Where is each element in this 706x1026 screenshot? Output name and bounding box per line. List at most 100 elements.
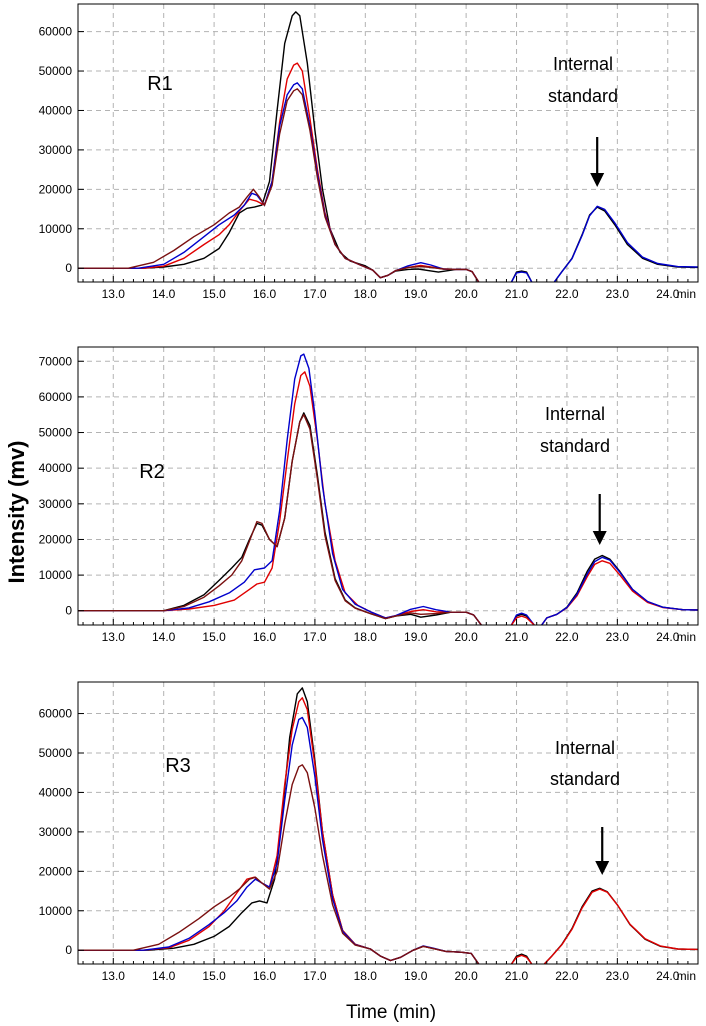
series-group xyxy=(78,11,698,282)
y-tick-label: 20000 xyxy=(39,182,73,196)
annotation-line2: standard xyxy=(540,436,610,456)
annotation-arrow-head xyxy=(590,173,605,187)
series-line-darkred xyxy=(78,414,482,625)
y-tick-label: 60000 xyxy=(39,25,73,39)
series-group xyxy=(78,687,698,964)
y-tick-label: 40000 xyxy=(39,103,73,117)
annotation-arrow-head xyxy=(595,861,610,875)
x-tick-label: 17.0 xyxy=(303,969,327,983)
x-tick-label: 13.0 xyxy=(102,287,126,301)
y-tick-label: 10000 xyxy=(39,568,73,582)
series-line-red-c xyxy=(543,888,698,964)
x-tick-label: 13.0 xyxy=(102,969,126,983)
x-tick-label: 19.0 xyxy=(404,969,428,983)
x-axis-label: Time (min) xyxy=(346,1002,436,1023)
y-axis-label: Intensity (mv) xyxy=(4,440,29,583)
annotation-line1: Internal xyxy=(545,404,605,424)
annotation-line2: standard xyxy=(550,769,620,789)
x-tick-label: 21.0 xyxy=(505,287,529,301)
y-tick-label: 70000 xyxy=(39,354,73,368)
x-tick-label: 21.0 xyxy=(505,630,529,644)
series-line-darkred xyxy=(78,88,480,282)
annotation-line2: standard xyxy=(548,86,618,106)
x-tick-label: 20.0 xyxy=(454,630,478,644)
x-tick-label: 13.0 xyxy=(102,630,126,644)
x-tick-label: 23.0 xyxy=(606,287,630,301)
x-tick-label: 18.0 xyxy=(354,287,378,301)
x-tick-label: 19.0 xyxy=(404,287,428,301)
y-tick-label: 40000 xyxy=(39,785,73,799)
y-tick-label: 60000 xyxy=(39,390,73,404)
y-tick-label: 20000 xyxy=(39,532,73,546)
y-tick-label: 30000 xyxy=(39,497,73,511)
y-tick-label: 50000 xyxy=(39,426,73,440)
y-tick-label: 30000 xyxy=(39,143,73,157)
x-tick-label: 16.0 xyxy=(253,630,277,644)
series-line-black-c xyxy=(541,554,698,625)
plot-frame xyxy=(77,681,699,965)
x-tick-label: 20.0 xyxy=(454,969,478,983)
x-tick-label: 14.0 xyxy=(152,287,176,301)
y-tick-label: 50000 xyxy=(39,746,73,760)
panel-label: R3 xyxy=(165,755,191,777)
series-line-black xyxy=(78,412,482,625)
x-tick-label: 23.0 xyxy=(606,969,630,983)
chart-r1: 13.0 14.0 15.0 16.0 17.0 18.0 19.0 20.0 21.0 22.0… xyxy=(39,3,699,301)
series-line-red xyxy=(78,62,480,282)
y-tick-label: 30000 xyxy=(39,825,73,839)
panel-label: R2 xyxy=(139,461,165,483)
x-tick-label: 14.0 xyxy=(152,969,176,983)
y-tick-label: 60000 xyxy=(39,707,73,721)
series-line-blue-c xyxy=(541,556,698,625)
plot-frame xyxy=(77,346,699,626)
x-tick-label: 20.0 xyxy=(454,287,478,301)
chart-r2: 13.0 14.0 15.0 16.0 17.0 18.0 19.0 20.0 21.0 22.0… xyxy=(39,346,699,644)
series-line-darkred xyxy=(78,764,480,964)
y-tick-label: 0 xyxy=(65,604,72,618)
series-line-black xyxy=(78,687,480,964)
series-line-blue-b xyxy=(510,271,533,282)
x-tick-label: 24.0 xyxy=(656,287,680,301)
annotation-line1: Internal xyxy=(555,738,615,758)
series-line-red-b xyxy=(510,954,533,964)
x-tick-label: 16.0 xyxy=(253,969,277,983)
series-group xyxy=(78,353,698,625)
y-tick-label: 50000 xyxy=(39,64,73,78)
x-tick-label: 24.0 xyxy=(656,969,680,983)
series-line-blue xyxy=(78,82,480,282)
x-tick-label: 17.0 xyxy=(303,287,327,301)
series-line-black-c xyxy=(553,206,698,282)
x-unit-label: min xyxy=(677,630,696,644)
series-line-red xyxy=(78,371,482,625)
x-tick-label: 22.0 xyxy=(555,287,579,301)
series-line-black xyxy=(78,11,480,282)
y-tick-label: 20000 xyxy=(39,864,73,878)
x-tick-label: 22.0 xyxy=(555,969,579,983)
series-line-red-b xyxy=(510,615,535,625)
panel-label: R1 xyxy=(147,73,173,95)
y-tick-label: 0 xyxy=(65,261,72,275)
y-tick-label: 0 xyxy=(65,943,72,957)
x-tick-label: 23.0 xyxy=(606,630,630,644)
y-tick-label: 40000 xyxy=(39,461,73,475)
x-tick-label: 15.0 xyxy=(202,969,226,983)
x-tick-label: 16.0 xyxy=(253,287,277,301)
x-unit-label: min xyxy=(677,969,696,983)
x-tick-label: 18.0 xyxy=(354,969,378,983)
annotation-arrow-head xyxy=(592,531,607,545)
series-line-red xyxy=(78,697,480,964)
x-tick-label: 24.0 xyxy=(656,630,680,644)
x-tick-label: 18.0 xyxy=(354,630,378,644)
x-tick-label: 22.0 xyxy=(555,630,579,644)
y-tick-label: 10000 xyxy=(39,904,73,918)
series-line-blue-b xyxy=(510,612,535,625)
x-unit-label: min xyxy=(677,287,696,301)
chart-r3: 13.0 14.0 15.0 16.0 17.0 18.0 19.0 20.0 21.0 22.0… xyxy=(39,681,699,983)
annotation-line1: Internal xyxy=(553,54,613,74)
series-line-blue xyxy=(78,353,482,625)
series-line-blue-c xyxy=(553,205,698,282)
x-tick-label: 14.0 xyxy=(152,630,176,644)
x-tick-label: 17.0 xyxy=(303,630,327,644)
plot-frame xyxy=(77,3,699,283)
